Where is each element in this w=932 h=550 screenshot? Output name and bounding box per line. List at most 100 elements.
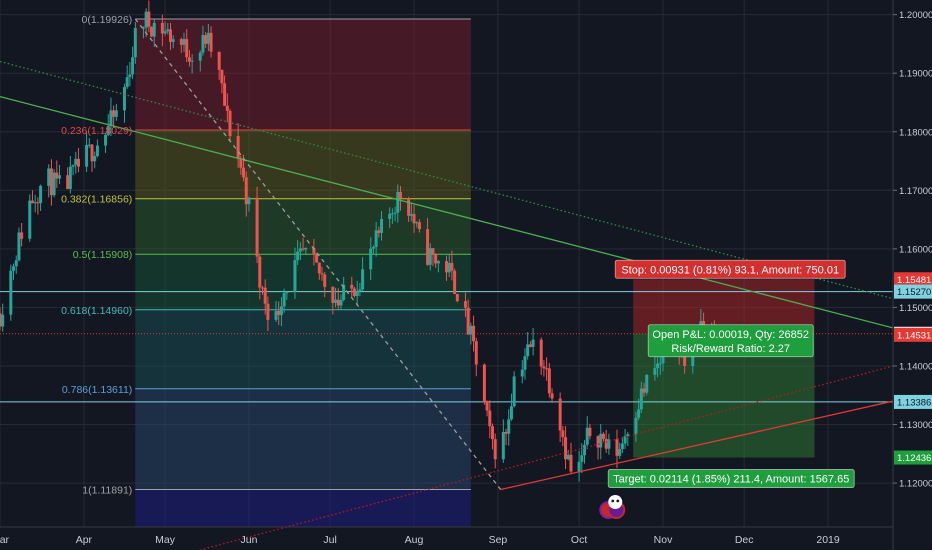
candle-body: [358, 289, 362, 292]
candle-body: [320, 273, 324, 275]
trendline[interactable]: [165, 365, 894, 550]
candle-body: [141, 27, 145, 29]
trendline[interactable]: [500, 400, 894, 491]
fib-zone-extension: [135, 489, 471, 527]
candle-body: [561, 430, 565, 438]
candle-body: [618, 448, 622, 456]
candle-body: [85, 145, 89, 167]
candle-body: [409, 214, 413, 216]
stop-label-box: [614, 259, 846, 279]
candle-body: [466, 307, 470, 335]
candle-body: [74, 158, 78, 165]
candle-body: [179, 39, 183, 45]
price-badge: [894, 450, 932, 465]
price-axis[interactable]: 1.20000 1.19000 1.18000 1.17000 1.16000 1.150…: [892, 0, 932, 550]
candle-body: [656, 363, 660, 369]
fibonacci-retracement[interactable]: [135, 18, 471, 527]
trendline[interactable]: [0, 95, 894, 329]
candle-body: [125, 77, 129, 87]
event-face-icon[interactable]: [608, 495, 623, 509]
candle-body: [626, 434, 630, 436]
time-tick-label: Jul: [323, 534, 336, 546]
candle-body: [55, 172, 59, 179]
candle-body: [171, 39, 175, 42]
candle-body: [623, 435, 627, 444]
candle-body: [30, 200, 34, 204]
candle-body: [131, 57, 135, 75]
candle-body: [236, 136, 240, 159]
candle-body: [76, 158, 80, 167]
candle-body: [1, 314, 5, 327]
candle-body: [296, 251, 300, 261]
candle-body: [206, 32, 210, 44]
event-markers[interactable]: [599, 495, 626, 519]
candle-body: [380, 218, 384, 233]
candle-body: [20, 232, 24, 239]
candle-body: [198, 52, 202, 61]
candle-body: [436, 261, 440, 264]
candle-body: [585, 427, 589, 445]
candle-body: [49, 168, 53, 196]
candle-body: [577, 461, 581, 472]
candle-body: [133, 28, 137, 58]
candle-body: [447, 263, 451, 273]
candle-body: [512, 376, 516, 407]
candle-body: [474, 341, 478, 365]
trendline[interactable]: [134, 18, 502, 490]
candle-body: [507, 419, 511, 434]
candle-body: [17, 232, 21, 261]
candle-body: [109, 110, 113, 127]
candle-body: [220, 69, 224, 84]
trendlines[interactable]: [0, 18, 894, 550]
time-axis[interactable]: Mar Apr May Jun Jul Aug Sep Oct Nov Dec 2019: [0, 526, 893, 546]
candle-body: [390, 213, 394, 215]
open-pnl-label-text: Risk/Reward Ratio: 2.27: [671, 343, 790, 355]
time-tick-label: Nov: [654, 534, 673, 546]
candle-body: [201, 35, 205, 53]
candle-body: [28, 200, 32, 239]
candle-body: [542, 366, 546, 369]
candle-body: [147, 11, 151, 27]
candle-body: [255, 197, 259, 257]
price-tick-label: 1.20000: [899, 10, 932, 21]
candle-body: [285, 292, 289, 294]
candle-body: [637, 409, 641, 418]
candle-body: [428, 248, 432, 265]
time-tick-label: Dec: [735, 534, 754, 546]
candle-body: [504, 431, 508, 434]
candle-body: [445, 261, 448, 273]
candle-body: [33, 202, 37, 204]
candle-body: [407, 198, 411, 216]
event-face-eye: [616, 499, 620, 503]
candle-body: [128, 74, 132, 78]
open-pnl-label-box: [647, 324, 814, 358]
candle-body: [187, 57, 191, 62]
candle-body: [339, 299, 343, 306]
candle-body: [190, 60, 194, 62]
candle-body: [12, 266, 16, 271]
candle-body: [14, 260, 18, 267]
price-tick-label: 1.14000: [899, 361, 932, 372]
candle-body: [239, 158, 243, 168]
candle-body: [583, 444, 587, 456]
candle-body: [277, 311, 281, 316]
time-tick-label: Jun: [240, 534, 257, 546]
candle-body: [569, 454, 573, 472]
candle-body: [36, 202, 40, 204]
price-badge-label: 1.12436: [897, 453, 931, 464]
price-badges: 1.154811.152701.145501.145311.133861.124…: [894, 272, 932, 465]
candle-body: [223, 83, 227, 106]
candle-body: [93, 156, 97, 162]
fib-zone-0: [135, 18, 471, 131]
candle-body: [163, 31, 167, 34]
candle-body: [371, 247, 375, 249]
candle-body: [539, 339, 543, 367]
candle-body: [642, 388, 646, 393]
candle-body: [228, 110, 232, 137]
candle-body: [9, 270, 13, 315]
stop-label-text: Stop: 0.00931 (0.81%) 93.1, Amount: 750.…: [621, 264, 839, 276]
candle-body: [528, 344, 532, 347]
candle-body: [293, 260, 297, 293]
time-tick-label: Sep: [489, 534, 508, 546]
